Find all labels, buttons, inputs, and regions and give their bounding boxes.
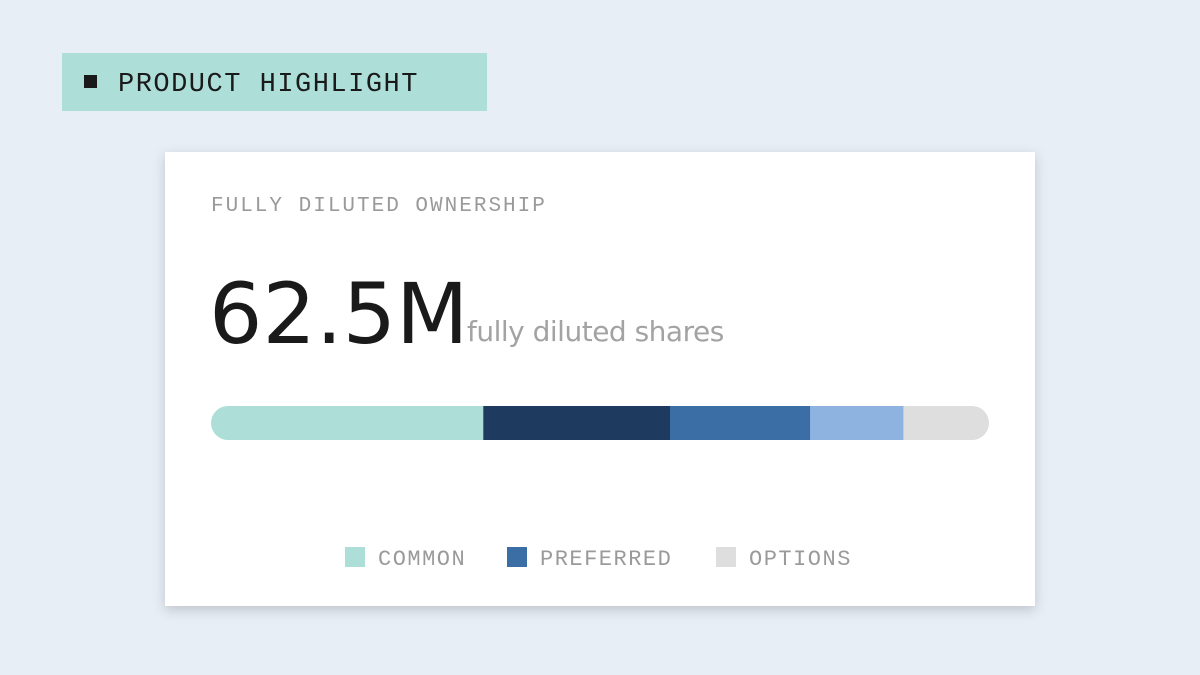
card xyxy=(165,152,1035,606)
badge xyxy=(62,53,487,111)
legend-label: COMMON xyxy=(378,547,466,572)
legend-label: PREFERRED xyxy=(540,547,672,572)
legend-swatch xyxy=(716,547,736,567)
card-title: FULLY DILUTED OWNERSHIP xyxy=(211,195,547,218)
legend-swatch xyxy=(345,547,365,567)
metric-caption: fully diluted shares xyxy=(467,315,724,348)
bar-segment xyxy=(211,406,484,440)
bar-segment xyxy=(810,406,904,440)
ownership-bar xyxy=(211,406,989,440)
bar-segment xyxy=(670,406,811,440)
badge-text: PRODUCT HIGHLIGHT xyxy=(118,70,419,100)
legend-swatch xyxy=(507,547,527,567)
legend-label: OPTIONS xyxy=(749,547,852,572)
badge-bullet xyxy=(84,75,97,88)
bar-segment xyxy=(483,406,671,440)
legend: COMMON PREFERRED OPTIONS xyxy=(345,547,852,572)
metric: 62.5M xyxy=(209,265,469,363)
bar-segment xyxy=(903,406,989,440)
